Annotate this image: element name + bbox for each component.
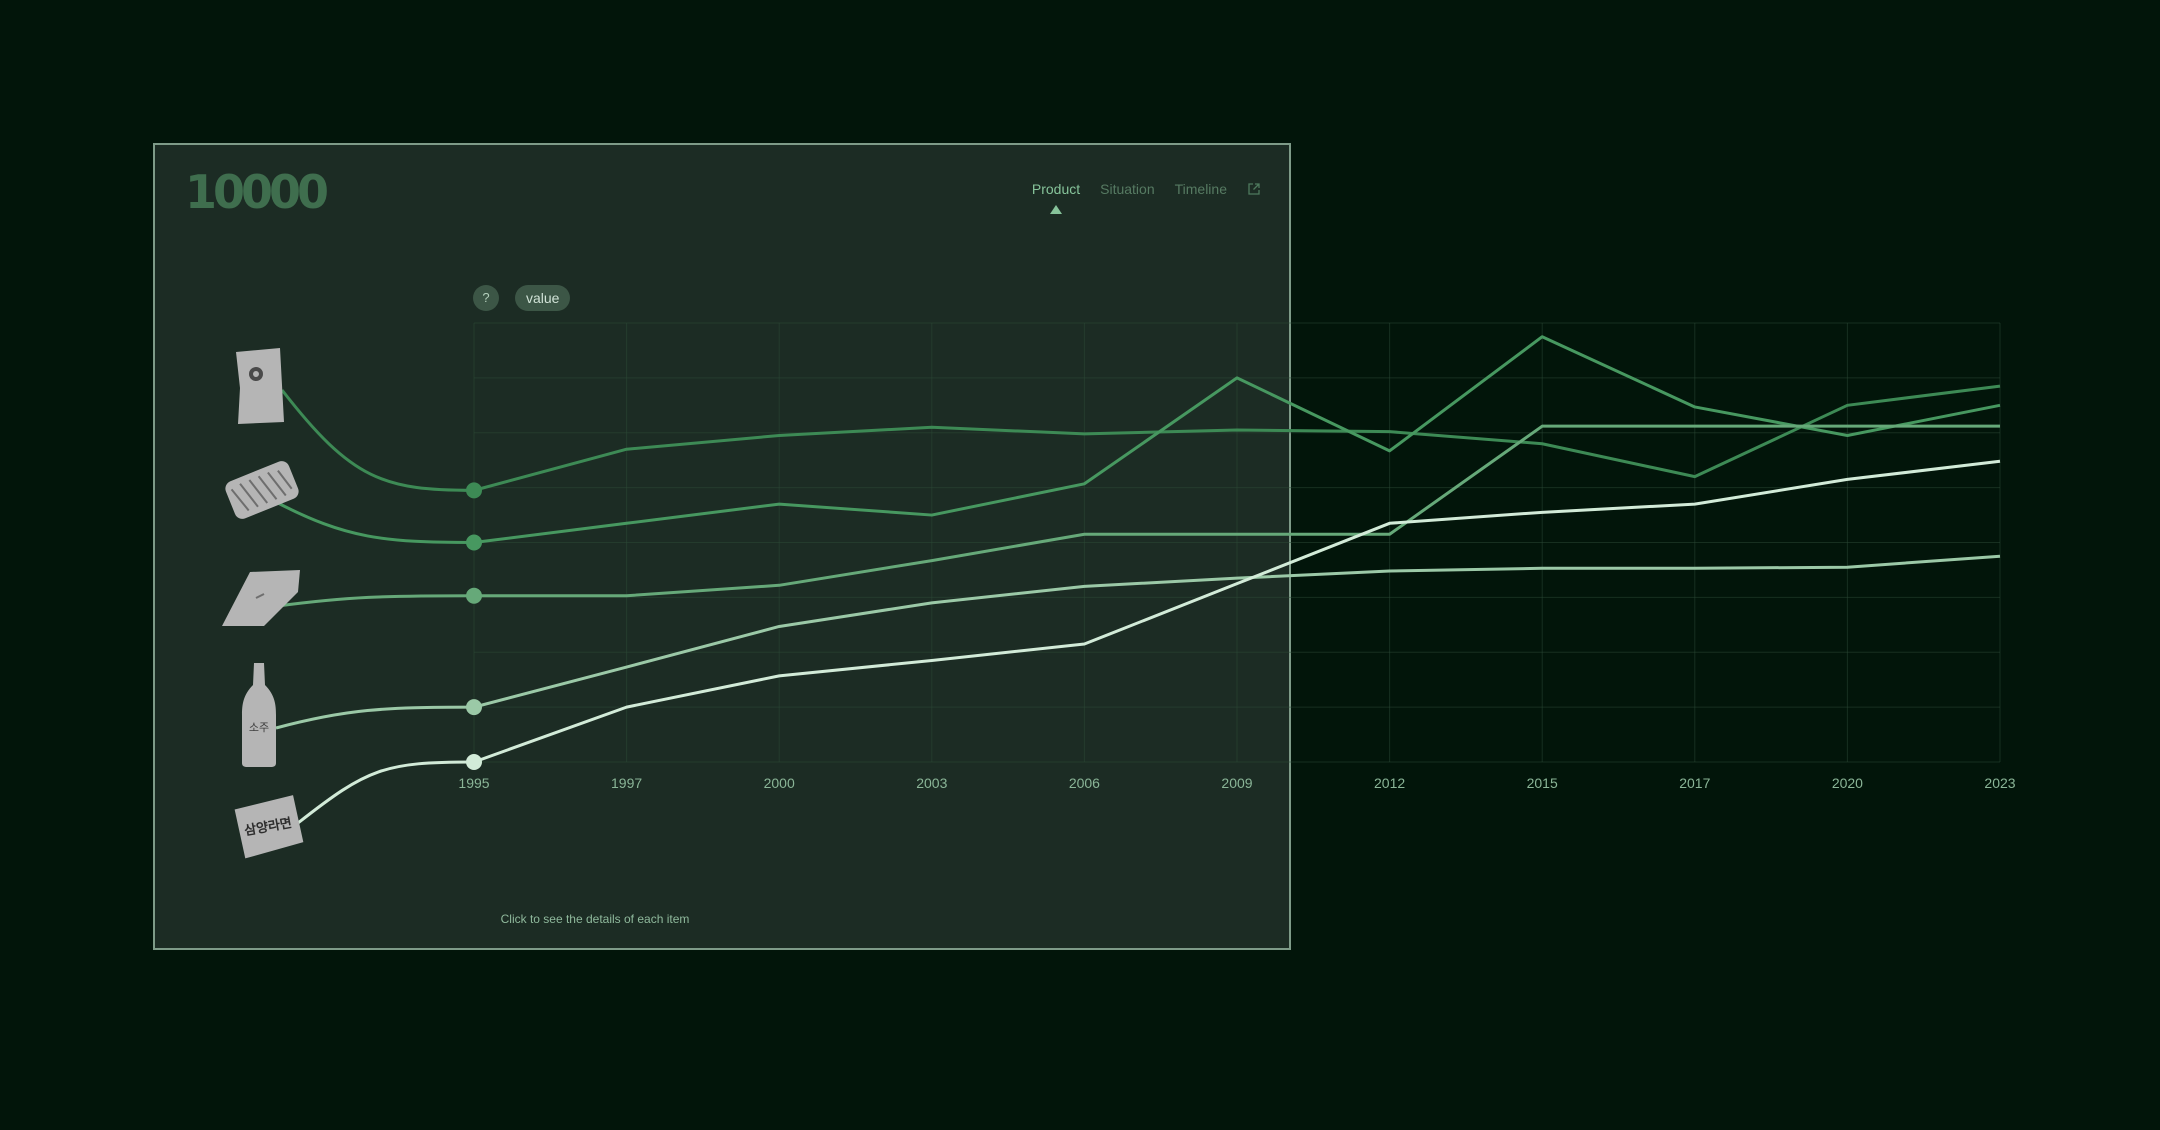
series-line[interactable] [473,384,2001,492]
x-axis-ticks: 1995 1997 2000 2003 2006 2009 2012 2015 2017 2020… [458,775,2015,791]
gum-pack-icon [222,570,300,626]
x-tick-label: 2020 [1832,775,1863,791]
x-tick-label: 1997 [611,775,642,791]
product-icons: 소주 삼양라면 [222,348,304,859]
soju-bottle-icon [242,663,276,767]
value-toggle[interactable]: value [515,285,571,311]
soju-label: 소주 [249,721,269,734]
series-line[interactable] [474,424,2000,598]
snack-bag-icon [225,461,299,519]
x-tick-label: 2015 [1527,775,1558,791]
product-gum-pack[interactable] [222,570,300,626]
top-nav: Product Situation Timeline [1032,181,1261,197]
chart-dots [466,482,482,770]
x-tick-label: 2012 [1374,775,1405,791]
x-tick-label: 2000 [764,775,795,791]
hint-text: Click to see the details of each item [500,912,690,926]
x-tick-label: 2023 [1984,775,2015,791]
nav-situation[interactable]: Situation [1100,181,1155,197]
x-tick-label: 2003 [916,775,947,791]
series-line[interactable] [473,335,2001,544]
chip-bag-icon [236,348,284,424]
product-connector [275,705,475,730]
x-tick-label: 2017 [1679,775,1710,791]
series-start-point[interactable] [466,754,482,770]
series-start-point[interactable] [466,534,482,551]
product-snack-bag[interactable] [223,459,301,522]
series-line[interactable] [473,459,2001,764]
series-start-point[interactable] [466,699,482,716]
product-connector [277,594,475,608]
x-tick-label: 2009 [1221,775,1252,791]
product-connector [275,500,475,544]
chart-grid [473,322,2001,763]
nav-product[interactable]: Product [1031,181,1081,197]
chart-lines [275,335,2001,825]
product-chip-bag[interactable] [236,348,284,424]
x-tick-label: 2006 [1069,775,1100,791]
x-tick-label: 1995 [458,775,489,791]
help-button[interactable]: ? [473,285,499,311]
product-connector [297,760,475,825]
product-ramen-bag[interactable]: 삼양라면 [234,795,304,859]
logo: 10000 [185,165,329,219]
ramen-bag-icon [234,795,304,859]
series-start-point[interactable] [466,482,482,499]
nav-timeline[interactable]: Timeline [1174,181,1227,197]
product-connector [280,389,475,492]
external-link-icon[interactable] [1247,182,1261,196]
product-soju-bottle[interactable]: 소주 [242,663,276,767]
main-panel: 10000 Product Situation Timeline ? value… [153,143,1291,950]
series-line[interactable] [473,554,2001,709]
series-start-point[interactable] [466,587,482,604]
